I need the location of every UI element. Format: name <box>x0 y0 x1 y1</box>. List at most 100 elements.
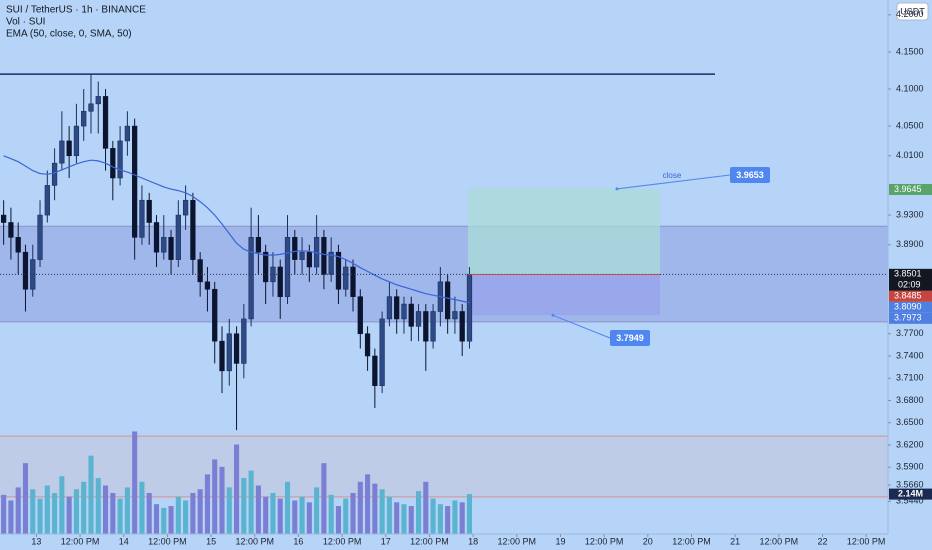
target-label: 3.9653 <box>736 170 764 180</box>
volume-bar <box>44 485 50 534</box>
volume-bar <box>372 483 378 534</box>
y-tick-label: 4.2000 <box>896 9 924 19</box>
candle-body <box>459 311 465 342</box>
candle-body <box>88 103 94 112</box>
candle-body <box>321 237 327 275</box>
candle-body <box>452 311 458 320</box>
volume-bar <box>139 481 145 534</box>
countdown: 02:09 <box>898 280 921 290</box>
candle-body <box>66 140 72 157</box>
price-label-box <box>889 312 932 324</box>
currency[interactable]: USDT <box>900 6 925 16</box>
x-tick-label: 12:00 PM <box>847 536 886 546</box>
y-tick-label: 3.5660 <box>896 479 924 489</box>
volume-bar <box>357 481 363 534</box>
y-tick-label: 4.1000 <box>896 83 924 93</box>
candle-body <box>357 296 363 335</box>
volume-bar <box>204 474 210 534</box>
volume-bar <box>343 498 349 534</box>
price-label: 3.8485 <box>894 291 922 301</box>
volume-bar <box>81 481 87 534</box>
volume-bar <box>59 476 65 534</box>
candle-body <box>212 288 218 342</box>
price-label-box <box>889 301 932 313</box>
candle-body <box>81 110 87 127</box>
volume-bar <box>452 500 458 534</box>
volume-bar <box>66 496 72 534</box>
volume-bar <box>88 455 94 534</box>
zone <box>0 436 888 497</box>
x-tick-label: 12:00 PM <box>498 536 537 546</box>
y-tick-label: 4.0500 <box>896 120 924 130</box>
target-pointer-dot <box>615 187 619 191</box>
candle-body <box>51 162 58 186</box>
volume-bar <box>190 492 196 534</box>
y-tick-label: 4.1500 <box>896 46 924 56</box>
candle-body <box>270 266 276 283</box>
volume-bar <box>124 487 130 534</box>
candle-body <box>1 214 7 223</box>
candle-body <box>15 237 21 253</box>
volume-bar <box>175 496 181 534</box>
candle-body <box>350 266 356 297</box>
candle-body <box>175 214 181 260</box>
candle-body <box>401 303 407 320</box>
volume-bar <box>1 494 7 534</box>
stop-pointer <box>552 314 611 339</box>
volume-bar <box>117 498 123 534</box>
candle-body <box>408 303 414 327</box>
candle-body <box>386 296 393 320</box>
x-tick-label: 12:00 PM <box>148 536 187 546</box>
x-tick-label: 12:00 PM <box>585 536 624 546</box>
currency-box[interactable] <box>896 2 929 21</box>
indicator-title: EMA (50, close, 0, SMA, 50) <box>6 29 132 40</box>
candle-body <box>394 296 400 320</box>
price-label: 3.8090 <box>894 302 922 312</box>
y-tick-label: 3.5440 <box>896 496 924 506</box>
volume-bar <box>299 496 305 534</box>
volume-bar <box>110 492 116 534</box>
x-tick-label: 12:00 PM <box>672 536 711 546</box>
y-tick-label: 3.6500 <box>896 417 924 427</box>
volume-bar <box>459 502 465 534</box>
volume-bar <box>263 496 269 534</box>
volume-bar <box>306 502 312 534</box>
x-tick-label: 12:00 PM <box>61 536 100 546</box>
x-tick-label: 16 <box>293 536 303 546</box>
candle-body <box>197 259 203 283</box>
candle-body <box>102 96 109 149</box>
volume-bar <box>95 478 101 534</box>
volume-bar <box>30 489 36 534</box>
volume-bar <box>284 481 291 534</box>
y-tick-label: 4.0100 <box>896 150 924 160</box>
volume-bar <box>430 498 436 534</box>
candle-body <box>284 237 291 297</box>
volume-bar <box>15 487 21 534</box>
candle-body <box>139 199 145 238</box>
candle-body <box>132 125 138 238</box>
candle-body <box>292 237 298 260</box>
candle-body <box>22 251 29 290</box>
candle-body <box>255 237 262 253</box>
x-tick-label: 12:00 PM <box>323 536 362 546</box>
volume-bar <box>73 489 79 534</box>
candle-body <box>233 333 240 364</box>
candle-body <box>190 199 196 260</box>
volume-bar <box>423 481 429 534</box>
y-tick-label: 3.7700 <box>896 328 924 338</box>
candle-body <box>430 311 436 342</box>
annotation: close <box>663 171 682 180</box>
candle-body <box>8 222 14 238</box>
volume-bar <box>445 506 451 534</box>
stop-pointer-dot <box>551 313 555 317</box>
candle-body <box>306 251 312 268</box>
volume-bar <box>379 489 385 534</box>
volume-bar <box>277 498 283 534</box>
volume-bar <box>37 498 43 534</box>
volume-bar <box>8 500 14 534</box>
y-tick-label: 3.6800 <box>896 395 924 405</box>
candle-body <box>445 281 451 320</box>
volume-bar <box>386 496 392 534</box>
